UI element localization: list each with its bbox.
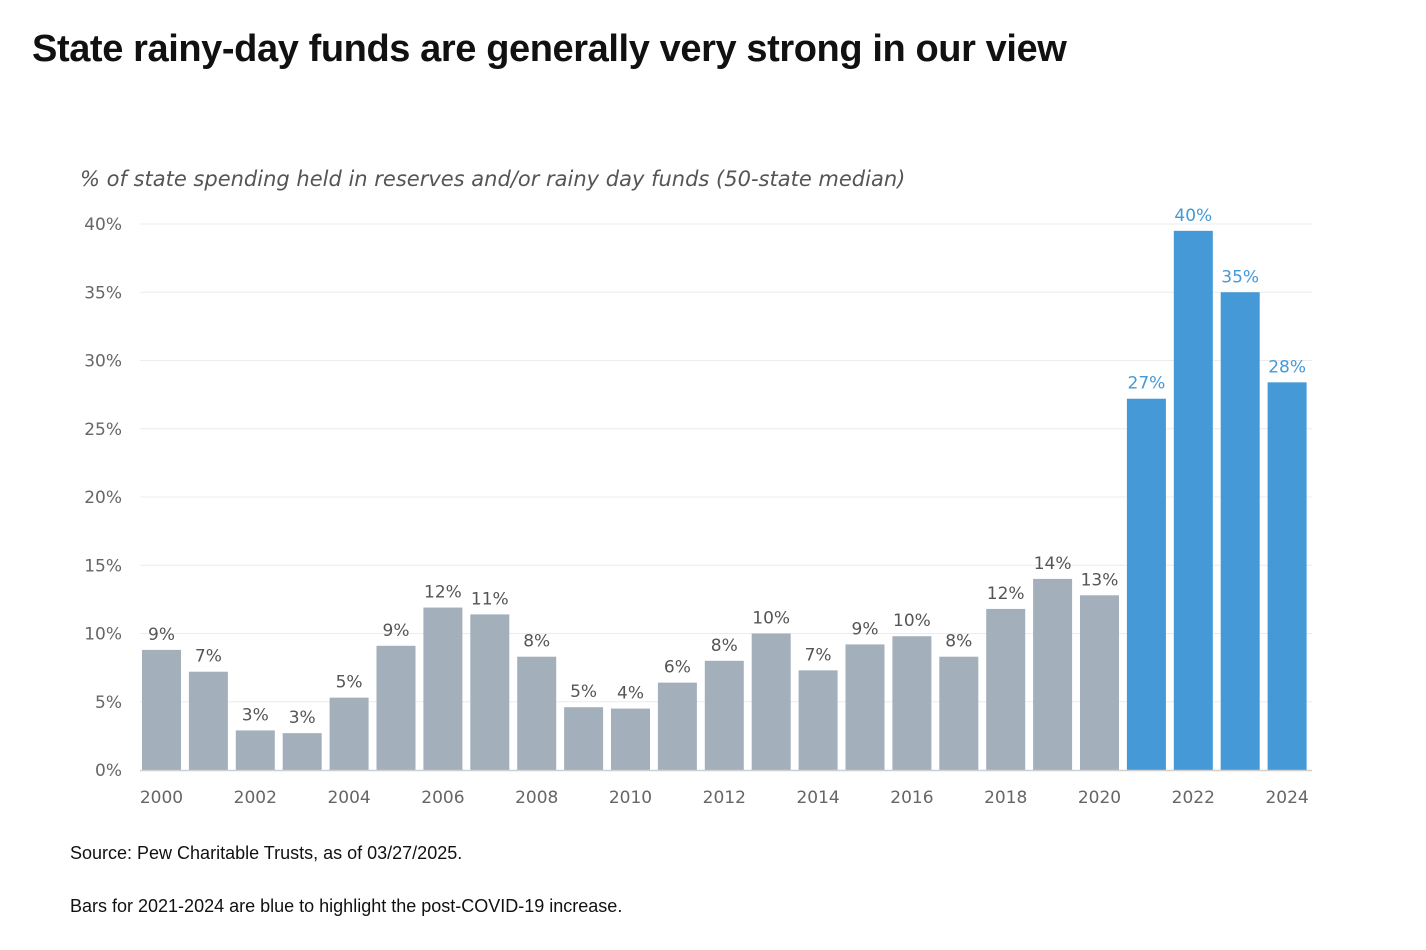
data-label-2021: 27% bbox=[1128, 374, 1166, 394]
data-label-2001: 7% bbox=[195, 647, 222, 667]
bar-chart: % of state spending held in reserves and… bbox=[80, 167, 1312, 808]
y-tick-label: 15% bbox=[84, 556, 122, 576]
y-tick-label: 20% bbox=[84, 488, 122, 508]
bar-2020 bbox=[1080, 595, 1119, 770]
bar-2013 bbox=[751, 633, 791, 770]
data-label-2012: 8% bbox=[711, 636, 738, 656]
y-tick-label: 30% bbox=[84, 352, 122, 372]
source-note: Source: Pew Charitable Trusts, as of 03/… bbox=[70, 843, 463, 863]
data-label-2011: 6% bbox=[664, 658, 691, 678]
highlight-note: Bars for 2021-2024 are blue to highlight… bbox=[70, 896, 623, 916]
y-axis-ticks: 0% 5% 10% 15% 20% 25% 30% 35% 40% bbox=[84, 215, 122, 781]
data-labels: 9% 7% 3% 3% 5% 9% 12% 11% 8% 5% 4% 6% 8% 10% 7% 9% 10% 8%… bbox=[148, 206, 1306, 728]
x-tick-label: 2016 bbox=[890, 788, 933, 808]
x-tick-label: 2002 bbox=[234, 788, 277, 808]
data-label-2010: 4% bbox=[617, 684, 644, 704]
data-label-2016: 10% bbox=[893, 611, 931, 631]
bar-2024 bbox=[1267, 382, 1307, 770]
data-label-2003: 3% bbox=[289, 708, 316, 728]
bar-2009 bbox=[564, 707, 604, 770]
y-tick-label: 25% bbox=[84, 420, 122, 440]
data-label-2013: 10% bbox=[752, 609, 790, 629]
y-tick-label: 10% bbox=[84, 625, 122, 645]
x-tick-label: 2022 bbox=[1172, 788, 1215, 808]
data-label-2014: 7% bbox=[805, 645, 832, 665]
data-label-2008: 8% bbox=[523, 632, 550, 652]
data-label-2015: 9% bbox=[852, 619, 879, 639]
data-label-2022: 40% bbox=[1174, 206, 1212, 226]
x-tick-label: 2004 bbox=[327, 788, 370, 808]
bar-2011 bbox=[657, 682, 697, 770]
x-tick-label: 2008 bbox=[515, 788, 558, 808]
bar-2021 bbox=[1126, 398, 1166, 770]
data-label-2000: 9% bbox=[148, 625, 175, 645]
x-tick-label: 2024 bbox=[1265, 788, 1308, 808]
bar-2016 bbox=[892, 636, 932, 770]
y-tick-label: 40% bbox=[84, 215, 122, 235]
x-tick-label: 2014 bbox=[796, 788, 839, 808]
bar-2012 bbox=[704, 660, 744, 770]
bar-2005 bbox=[376, 645, 416, 770]
x-axis-ticks: 2000 2002 2004 2006 2008 2010 2012 2014 2016 2018… bbox=[140, 788, 1309, 808]
x-tick-label: 2020 bbox=[1078, 788, 1121, 808]
y-tick-label: 35% bbox=[84, 283, 122, 303]
data-label-2017: 8% bbox=[945, 632, 972, 652]
bar-2010 bbox=[611, 708, 650, 770]
chart-subtitle: % of state spending held in reserves and… bbox=[80, 167, 905, 191]
x-tick-label: 2010 bbox=[609, 788, 652, 808]
bar-2015 bbox=[845, 644, 885, 770]
bar-2003 bbox=[282, 733, 322, 770]
gridlines bbox=[140, 223, 1312, 703]
y-tick-label: 5% bbox=[95, 693, 122, 713]
bar-2002 bbox=[235, 730, 275, 770]
x-tick-label: 2012 bbox=[703, 788, 746, 808]
bar-2001 bbox=[188, 671, 228, 770]
x-tick-label: 2000 bbox=[140, 788, 183, 808]
bar-2000 bbox=[142, 649, 181, 770]
x-tick-label: 2018 bbox=[984, 788, 1027, 808]
data-label-2004: 5% bbox=[336, 673, 363, 693]
bar-2018 bbox=[986, 608, 1026, 770]
bar-2008 bbox=[517, 656, 557, 770]
data-label-2007: 11% bbox=[471, 589, 509, 609]
bar-2017 bbox=[939, 656, 979, 770]
bar-2014 bbox=[798, 670, 838, 770]
bar-2006 bbox=[423, 607, 463, 770]
bar-2007 bbox=[470, 614, 510, 770]
x-tick-label: 2006 bbox=[421, 788, 464, 808]
data-label-2020: 13% bbox=[1081, 570, 1119, 590]
data-label-2009: 5% bbox=[570, 682, 597, 702]
data-label-2002: 3% bbox=[242, 705, 269, 725]
bar-2023 bbox=[1220, 292, 1260, 770]
data-label-2023: 35% bbox=[1221, 267, 1259, 287]
bar-2019 bbox=[1033, 578, 1073, 770]
bar-2022 bbox=[1173, 230, 1213, 770]
bar-2004 bbox=[329, 697, 369, 770]
data-label-2019: 14% bbox=[1034, 554, 1072, 574]
data-label-2005: 9% bbox=[383, 621, 410, 641]
y-tick-label: 0% bbox=[95, 761, 122, 781]
page-title: State rainy-day funds are generally very… bbox=[32, 28, 1067, 70]
data-label-2024: 28% bbox=[1268, 357, 1306, 377]
data-label-2018: 12% bbox=[987, 584, 1025, 604]
bars bbox=[142, 230, 1307, 770]
data-label-2006: 12% bbox=[424, 583, 462, 603]
